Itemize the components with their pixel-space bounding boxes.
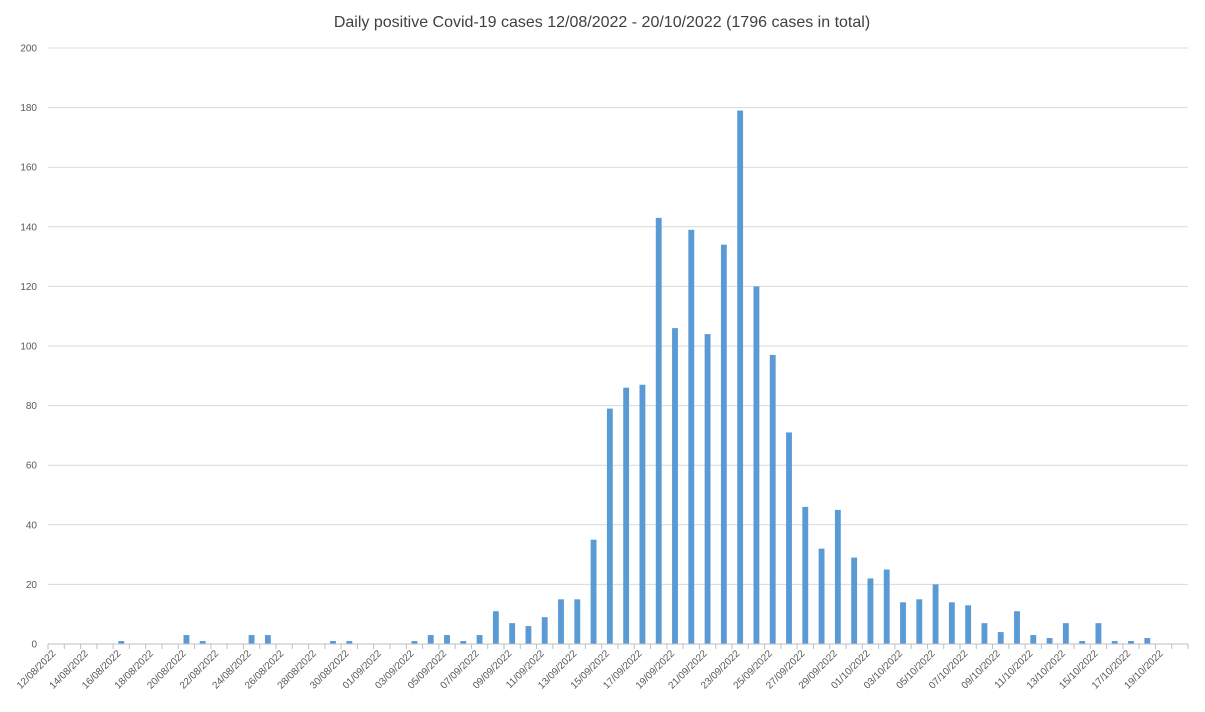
bar (248, 635, 255, 644)
bar (769, 354, 776, 644)
bar (1046, 638, 1053, 644)
bar (590, 539, 597, 644)
bar (672, 328, 678, 644)
y-tick-label: 0 (31, 640, 37, 651)
bar (574, 599, 581, 644)
bar (1128, 641, 1134, 644)
y-axis-ticks: 0 20 40 60 80 100 120 140 160 180 200 (20, 44, 37, 651)
bar (476, 635, 483, 644)
bar (411, 641, 418, 644)
bar (704, 334, 711, 644)
bar (948, 602, 955, 644)
bar (264, 635, 271, 644)
gridlines (48, 47, 1188, 585)
bar (867, 578, 874, 644)
bar (118, 641, 125, 644)
bar (606, 408, 613, 644)
bar (1062, 623, 1069, 644)
bar (541, 617, 548, 644)
bar (460, 641, 467, 644)
y-tick-label: 200 (20, 44, 37, 55)
bar (1030, 635, 1037, 644)
bar (1079, 641, 1086, 644)
bar (916, 599, 923, 644)
y-tick-label: 160 (20, 163, 37, 174)
y-tick-label: 100 (20, 342, 37, 353)
bar (525, 626, 532, 644)
bar (786, 432, 792, 644)
bar (639, 384, 646, 644)
bar (183, 635, 190, 644)
bar (720, 244, 727, 644)
bar (1095, 623, 1102, 644)
bar (558, 599, 564, 644)
bar (883, 569, 890, 644)
y-tick-label: 120 (20, 282, 37, 293)
bar (509, 623, 516, 644)
bar (834, 509, 841, 644)
y-tick-label: 20 (26, 580, 38, 591)
bar (655, 217, 662, 645)
bar (492, 611, 499, 644)
bar (818, 548, 825, 644)
y-tick-label: 140 (20, 222, 37, 233)
y-tick-label: 80 (26, 401, 38, 412)
bar (330, 641, 336, 644)
y-tick-label: 40 (26, 520, 38, 531)
bar (688, 229, 695, 644)
bar (932, 584, 939, 644)
bar (981, 623, 988, 644)
bar (444, 635, 450, 644)
y-tick-label: 60 (26, 461, 38, 472)
bar (427, 635, 434, 644)
bar (1111, 641, 1118, 644)
bar (1014, 611, 1020, 644)
bar (1144, 638, 1151, 644)
x-axis (47, 643, 1189, 649)
bar (851, 557, 858, 644)
y-tick-label: 180 (20, 103, 37, 114)
chart-title: Daily positive Covid-19 cases 12/08/2022… (334, 14, 870, 31)
bar (965, 605, 972, 644)
bar (753, 286, 760, 644)
bar (623, 387, 630, 644)
bars (118, 110, 1151, 645)
bar (900, 602, 906, 644)
bar (346, 641, 353, 644)
bar (997, 632, 1004, 644)
bar (737, 110, 744, 644)
bar (199, 641, 206, 644)
bar (802, 506, 809, 644)
